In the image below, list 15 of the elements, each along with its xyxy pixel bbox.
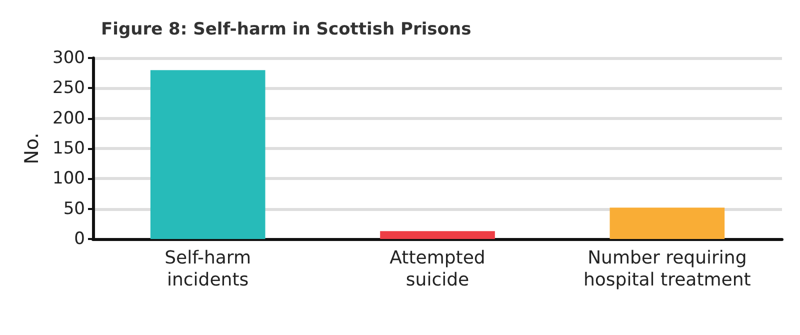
y-tick-label: 50 [63,198,85,219]
bar [380,231,495,239]
y-tick-label: 300 [52,48,85,68]
bar [150,70,266,239]
y-tick-label: 100 [52,168,85,189]
y-tick-label: 0 [74,229,85,249]
x-tick-label: Number requiring hospital treatment [583,248,751,290]
y-tick-label: 150 [52,138,85,158]
y-tick-label: 250 [52,78,85,98]
y-tick-label: 200 [52,108,85,128]
bar [610,208,725,239]
x-tick-label: Self-harm incidents [164,248,252,290]
chart-title: Figure 8: Self-harm in Scottish Prisons [101,20,472,40]
x-tick-label: Attempted suicide [390,248,486,290]
y-axis-title: No. [21,132,44,164]
